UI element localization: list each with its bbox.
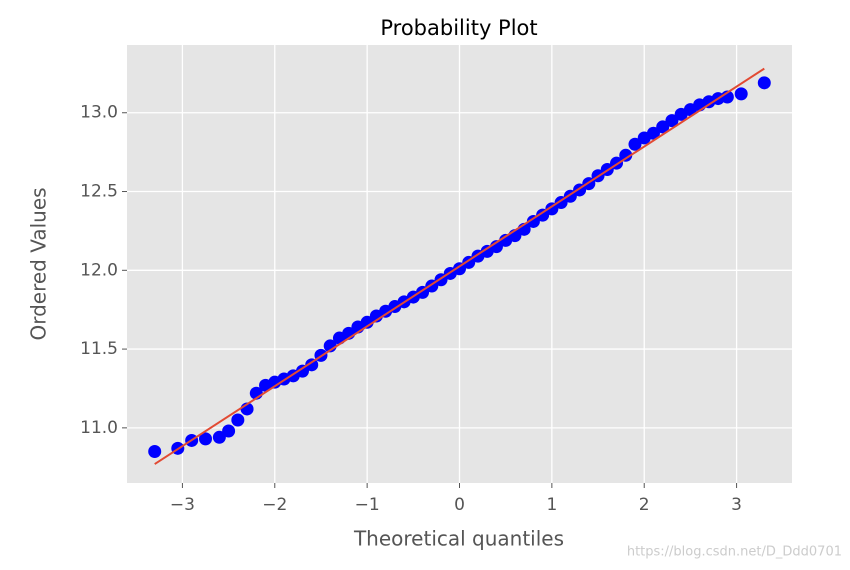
y-tick-label: 11.0 bbox=[80, 418, 118, 438]
point bbox=[536, 208, 550, 222]
point bbox=[619, 148, 633, 162]
point bbox=[305, 358, 319, 372]
point bbox=[212, 430, 226, 444]
point bbox=[734, 87, 748, 101]
point bbox=[295, 364, 309, 378]
point bbox=[199, 432, 213, 446]
point bbox=[628, 137, 642, 151]
y-tick-label: 13.0 bbox=[80, 103, 118, 123]
x-axis-label: Theoretical quantiles bbox=[353, 527, 564, 551]
point bbox=[222, 424, 236, 438]
point bbox=[656, 120, 670, 134]
point bbox=[453, 262, 466, 276]
point bbox=[646, 126, 660, 140]
marks bbox=[148, 67, 771, 465]
x-tick-label: −3 bbox=[170, 495, 195, 515]
y-tick-label: 12.5 bbox=[80, 182, 118, 202]
point bbox=[526, 214, 540, 228]
point bbox=[231, 413, 245, 427]
point bbox=[360, 315, 374, 329]
y-axis-label: Ordered Values bbox=[27, 187, 51, 340]
chart-title: Probability Plot bbox=[380, 16, 537, 40]
x-tick-label: −1 bbox=[355, 495, 380, 515]
x-tick-label: −2 bbox=[262, 495, 287, 515]
point bbox=[757, 76, 771, 90]
point bbox=[545, 202, 559, 216]
x-tick-label: 2 bbox=[639, 495, 650, 515]
fit-line bbox=[154, 67, 765, 465]
x-tick-label: 3 bbox=[731, 495, 742, 515]
point bbox=[148, 444, 162, 458]
y-tick-label: 12.0 bbox=[80, 260, 118, 280]
watermark: https://blog.csdn.net/D_Ddd0701 bbox=[627, 545, 842, 560]
point bbox=[665, 114, 679, 128]
y-tick-label: 11.5 bbox=[80, 339, 118, 359]
x-tick-label: 0 bbox=[454, 495, 465, 515]
x-tick-label: 1 bbox=[546, 495, 557, 515]
